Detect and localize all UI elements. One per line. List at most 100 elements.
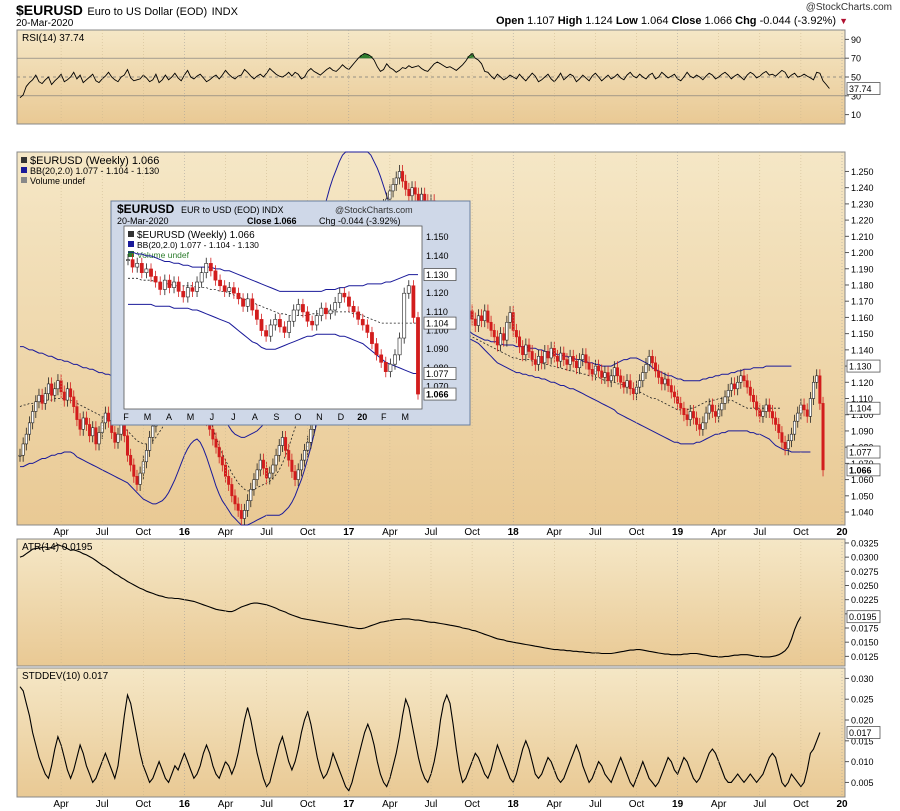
price-candle-body <box>793 420 797 435</box>
price-candle-body <box>404 180 408 190</box>
inset-candle-body <box>379 354 384 363</box>
price-candle-body <box>239 510 243 519</box>
price-candle-body <box>394 177 398 185</box>
price-candle-body <box>593 365 597 375</box>
price-candle-body <box>802 404 806 411</box>
x-axis-label: Apr <box>547 527 563 538</box>
down-triangle-icon: ▼ <box>839 16 848 26</box>
inset-candle-body <box>328 309 333 315</box>
inset-close: Close 1.066 <box>247 216 297 226</box>
price-candle-body <box>549 347 553 359</box>
rsi-title: RSI(14) 37.74 <box>22 33 85 44</box>
x-axis-label: Apr <box>382 527 398 538</box>
x-axis-label: Oct <box>464 799 480 810</box>
inset-bb-upper-band <box>128 251 418 292</box>
price-candle-body <box>597 365 601 372</box>
price-candle-body <box>211 429 215 440</box>
x-axis-label: Jul <box>96 527 109 538</box>
price-candle-body <box>138 472 142 485</box>
price-candle-body <box>299 459 303 471</box>
price-candle-body <box>129 454 133 466</box>
price-candle-body <box>562 352 566 360</box>
price-candle-body <box>499 333 503 346</box>
price-candle-body <box>50 383 54 396</box>
price-candle-body <box>255 469 259 480</box>
price-candle-body <box>505 321 509 341</box>
inset-candle-body <box>250 298 255 311</box>
inset-candle-body <box>305 311 310 322</box>
inset-candle-body <box>149 268 153 277</box>
atr-last-marker-label: 0.0195 <box>849 612 877 622</box>
quote-low-label: Low <box>615 15 638 27</box>
price-candle-body <box>242 510 246 519</box>
price-candle-body <box>669 385 673 393</box>
std-y-tick-label: 0.020 <box>851 716 874 726</box>
price-candle-body <box>72 396 76 407</box>
inset-candle-body <box>126 259 130 261</box>
quote-low: 1.064 <box>640 15 669 27</box>
x-axis-label: 17 <box>343 527 355 538</box>
x-axis-label: Jul <box>260 527 273 538</box>
price-y-tick-label: 1.090 <box>851 426 874 436</box>
price-candle-body <box>268 472 272 479</box>
inset-candle-body <box>254 309 259 320</box>
atr-y-tick-label: 0.0225 <box>851 595 879 605</box>
x-axis-label: Jul <box>425 527 438 538</box>
inset-candle-body <box>204 263 209 273</box>
inset-x-axis-label: F <box>381 412 387 422</box>
inset-candle-body <box>241 298 245 307</box>
price-candle-body <box>533 359 537 365</box>
price-y-tick-label: 1.140 <box>851 345 874 355</box>
price-legend-swatch <box>21 157 27 163</box>
atr-y-tick-label: 0.0150 <box>851 638 879 648</box>
price-candle-body <box>227 476 231 485</box>
price-y-tick-label: 1.150 <box>851 329 874 339</box>
inset-candle-body <box>273 319 278 326</box>
price-y-tick-label: 1.190 <box>851 264 874 274</box>
price-candle-body <box>518 336 522 347</box>
inset-x-axis-label: J <box>231 412 236 422</box>
inset-x-axis-label: A <box>252 412 258 422</box>
price-candle-body <box>666 378 670 386</box>
price-candle-body <box>78 419 82 430</box>
price-candle-body <box>590 369 594 375</box>
inset-candle-body <box>319 307 324 316</box>
inset-candle-body <box>222 285 227 292</box>
price-y-tick-label: 1.160 <box>851 313 874 323</box>
std-y-tick-label: 0.025 <box>851 695 874 705</box>
price-candle-body <box>511 312 515 331</box>
x-axis-label: Apr <box>547 799 563 810</box>
inset-candle-body <box>264 330 268 337</box>
price-candle-body <box>559 352 563 362</box>
inset-candle-body <box>158 281 163 290</box>
price-candle-body <box>742 375 746 381</box>
price-candle-body <box>634 386 638 394</box>
inset-last-marker-label: 1.066 <box>426 390 449 400</box>
inset-candle-body <box>291 309 296 322</box>
price-y-tick-label: 1.050 <box>851 491 874 501</box>
price-candle-body <box>397 171 401 179</box>
price-candle-body <box>94 427 98 445</box>
inset-candle-body <box>370 332 374 344</box>
inset-x-axis-label: O <box>294 412 301 422</box>
price-candle-body <box>27 422 31 435</box>
price-candle-body <box>401 171 405 182</box>
chart-header: $EURUSD Euro to US Dollar (EOD) INDX <box>16 2 238 20</box>
inset-last-marker-label: 1.077 <box>426 369 449 379</box>
price-candle-body <box>249 489 253 501</box>
price-candle-body <box>780 432 784 443</box>
price-candle-body <box>714 411 718 417</box>
inset-candle-body <box>393 354 397 365</box>
inset-candle-body <box>360 319 365 326</box>
price-candle-body <box>555 356 559 362</box>
x-axis-label: 19 <box>672 799 684 810</box>
price-candle-body <box>622 381 626 388</box>
atr-line <box>19 544 802 658</box>
price-candle-body <box>122 424 126 437</box>
price-candle-body <box>309 429 313 443</box>
inset-legend-swatch <box>128 251 134 257</box>
std-last-marker-box <box>846 726 881 739</box>
price-candle-body <box>495 336 499 346</box>
price-candle-body <box>483 310 487 321</box>
price-candle-body <box>46 383 50 394</box>
